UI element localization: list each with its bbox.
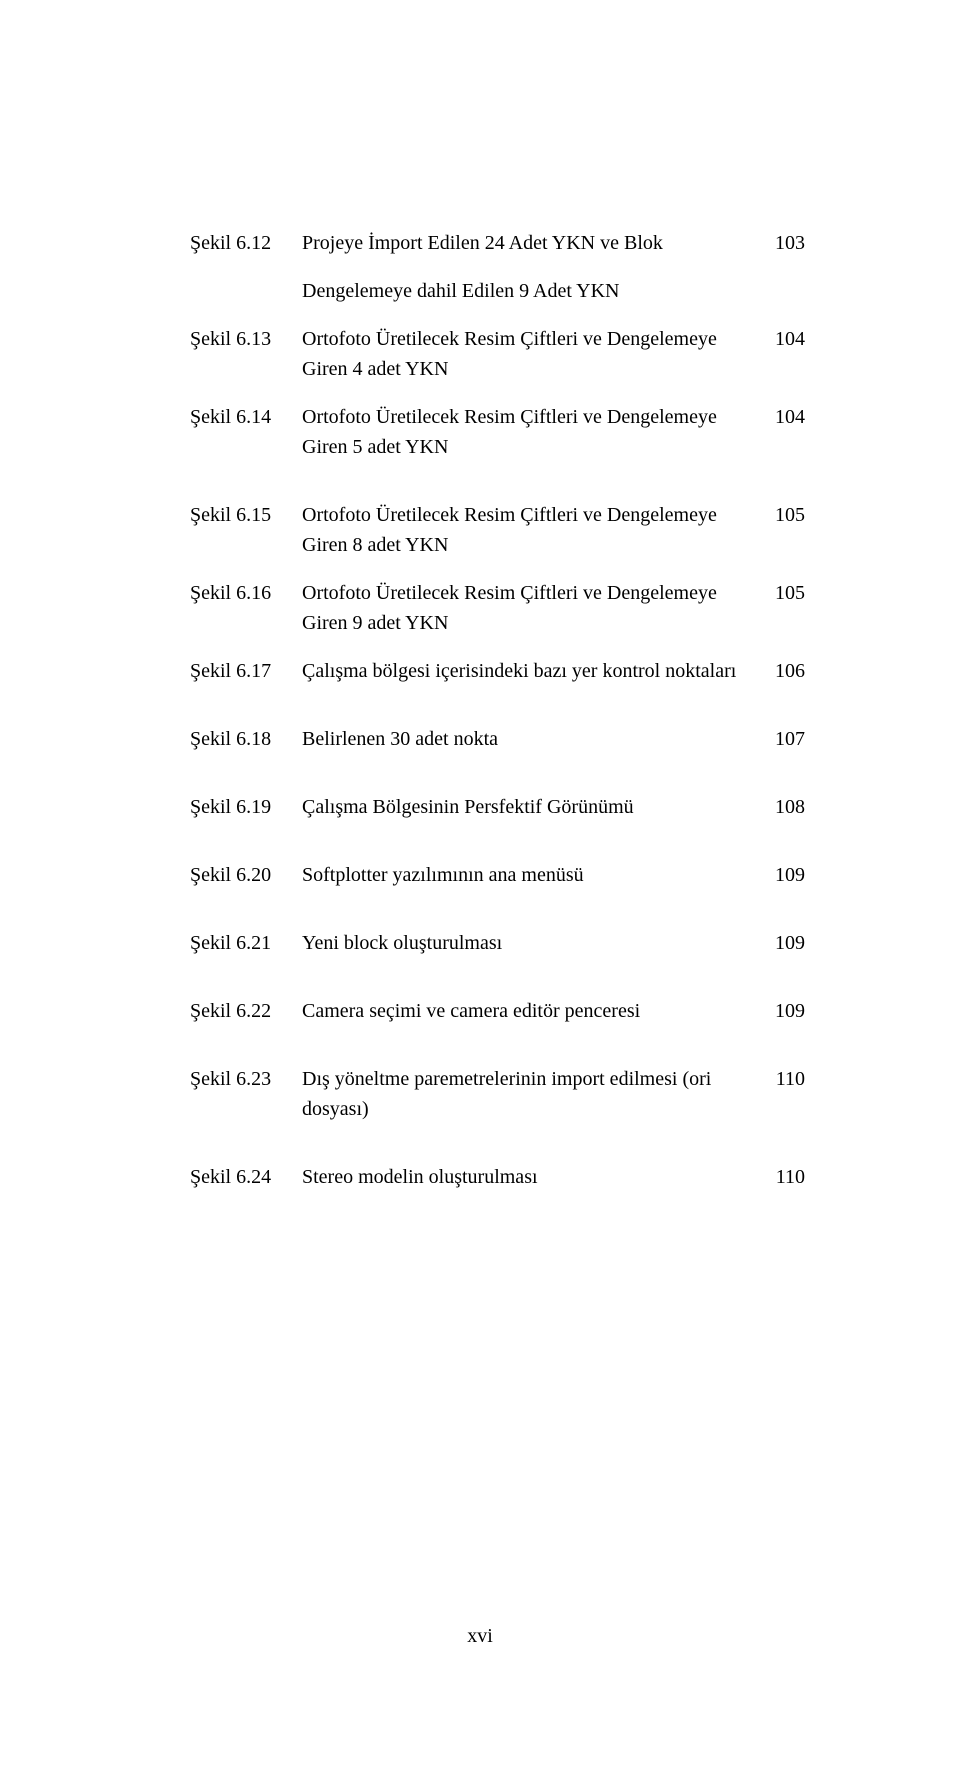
figure-entry: Şekil 6.19Çalışma Bölgesinin Persfektif … [190, 792, 805, 822]
figure-description: Yeni block oluşturulması [302, 928, 755, 958]
figure-page: 107 [755, 724, 805, 754]
figure-page: 109 [755, 996, 805, 1026]
figure-page: 110 [755, 1064, 805, 1094]
figure-description: Stereo modelin oluşturulması [302, 1162, 755, 1192]
figure-description: Dengelemeye dahil Edilen 9 Adet YKN [302, 276, 755, 306]
figure-description: Çalışma Bölgesinin Persfektif Görünümü [302, 792, 755, 822]
figure-page: 104 [755, 324, 805, 354]
figure-description: Softplotter yazılımının ana menüsü [302, 860, 755, 890]
figure-description: Ortofoto Üretilecek Resim Çiftleri ve De… [302, 402, 755, 462]
figure-label: Şekil 6.17 [190, 656, 302, 686]
figure-page: 105 [755, 500, 805, 530]
figure-entry: Şekil 6.24Stereo modelin oluşturulması11… [190, 1162, 805, 1192]
figure-label: Şekil 6.18 [190, 724, 302, 754]
figure-entry: Dengelemeye dahil Edilen 9 Adet YKN [190, 276, 805, 306]
figure-label: Şekil 6.13 [190, 324, 302, 354]
figure-label: Şekil 6.16 [190, 578, 302, 608]
figure-label: Şekil 6.15 [190, 500, 302, 530]
figure-label: Şekil 6.23 [190, 1064, 302, 1094]
figure-description: Ortofoto Üretilecek Resim Çiftleri ve De… [302, 578, 755, 638]
figure-label: Şekil 6.14 [190, 402, 302, 432]
figure-label: Şekil 6.21 [190, 928, 302, 958]
page: Şekil 6.12Projeye İmport Edilen 24 Adet … [0, 0, 960, 1781]
figure-entry: Şekil 6.20Softplotter yazılımının ana me… [190, 860, 805, 890]
figure-page: 106 [755, 656, 805, 686]
figure-label: Şekil 6.24 [190, 1162, 302, 1192]
figure-page: 104 [755, 402, 805, 432]
figure-entry: Şekil 6.14Ortofoto Üretilecek Resim Çift… [190, 402, 805, 462]
figure-entry: Şekil 6.23Dış yöneltme paremetrelerinin … [190, 1064, 805, 1124]
figure-entry: Şekil 6.16Ortofoto Üretilecek Resim Çift… [190, 578, 805, 638]
figure-entry: Şekil 6.17Çalışma bölgesi içerisindeki b… [190, 656, 805, 686]
figure-description: Camera seçimi ve camera editör penceresi [302, 996, 755, 1026]
figure-label: Şekil 6.20 [190, 860, 302, 890]
figure-description: Projeye İmport Edilen 24 Adet YKN ve Blo… [302, 228, 755, 258]
page-number: xvi [0, 1621, 960, 1651]
figure-label: Şekil 6.12 [190, 228, 302, 258]
figure-entry: Şekil 6.12Projeye İmport Edilen 24 Adet … [190, 228, 805, 258]
figure-page: 110 [755, 1162, 805, 1192]
figure-entry: Şekil 6.21Yeni block oluşturulması109 [190, 928, 805, 958]
figure-page: 103 [755, 228, 805, 258]
figure-description: Ortofoto Üretilecek Resim Çiftleri ve De… [302, 324, 755, 384]
figure-description: Dış yöneltme paremetrelerinin import edi… [302, 1064, 755, 1124]
figure-page: 109 [755, 860, 805, 890]
figure-description: Ortofoto Üretilecek Resim Çiftleri ve De… [302, 500, 755, 560]
figure-description: Çalışma bölgesi içerisindeki bazı yer ko… [302, 656, 755, 686]
figure-label: Şekil 6.22 [190, 996, 302, 1026]
figure-entry: Şekil 6.13Ortofoto Üretilecek Resim Çift… [190, 324, 805, 384]
figure-page: 108 [755, 792, 805, 822]
figure-label: Şekil 6.19 [190, 792, 302, 822]
figure-page: 105 [755, 578, 805, 608]
figure-description: Belirlenen 30 adet nokta [302, 724, 755, 754]
figure-entry: Şekil 6.15Ortofoto Üretilecek Resim Çift… [190, 500, 805, 560]
figure-page: 109 [755, 928, 805, 958]
figure-entry: Şekil 6.22Camera seçimi ve camera editör… [190, 996, 805, 1026]
figure-list: Şekil 6.12Projeye İmport Edilen 24 Adet … [190, 228, 805, 1192]
figure-entry: Şekil 6.18Belirlenen 30 adet nokta107 [190, 724, 805, 754]
